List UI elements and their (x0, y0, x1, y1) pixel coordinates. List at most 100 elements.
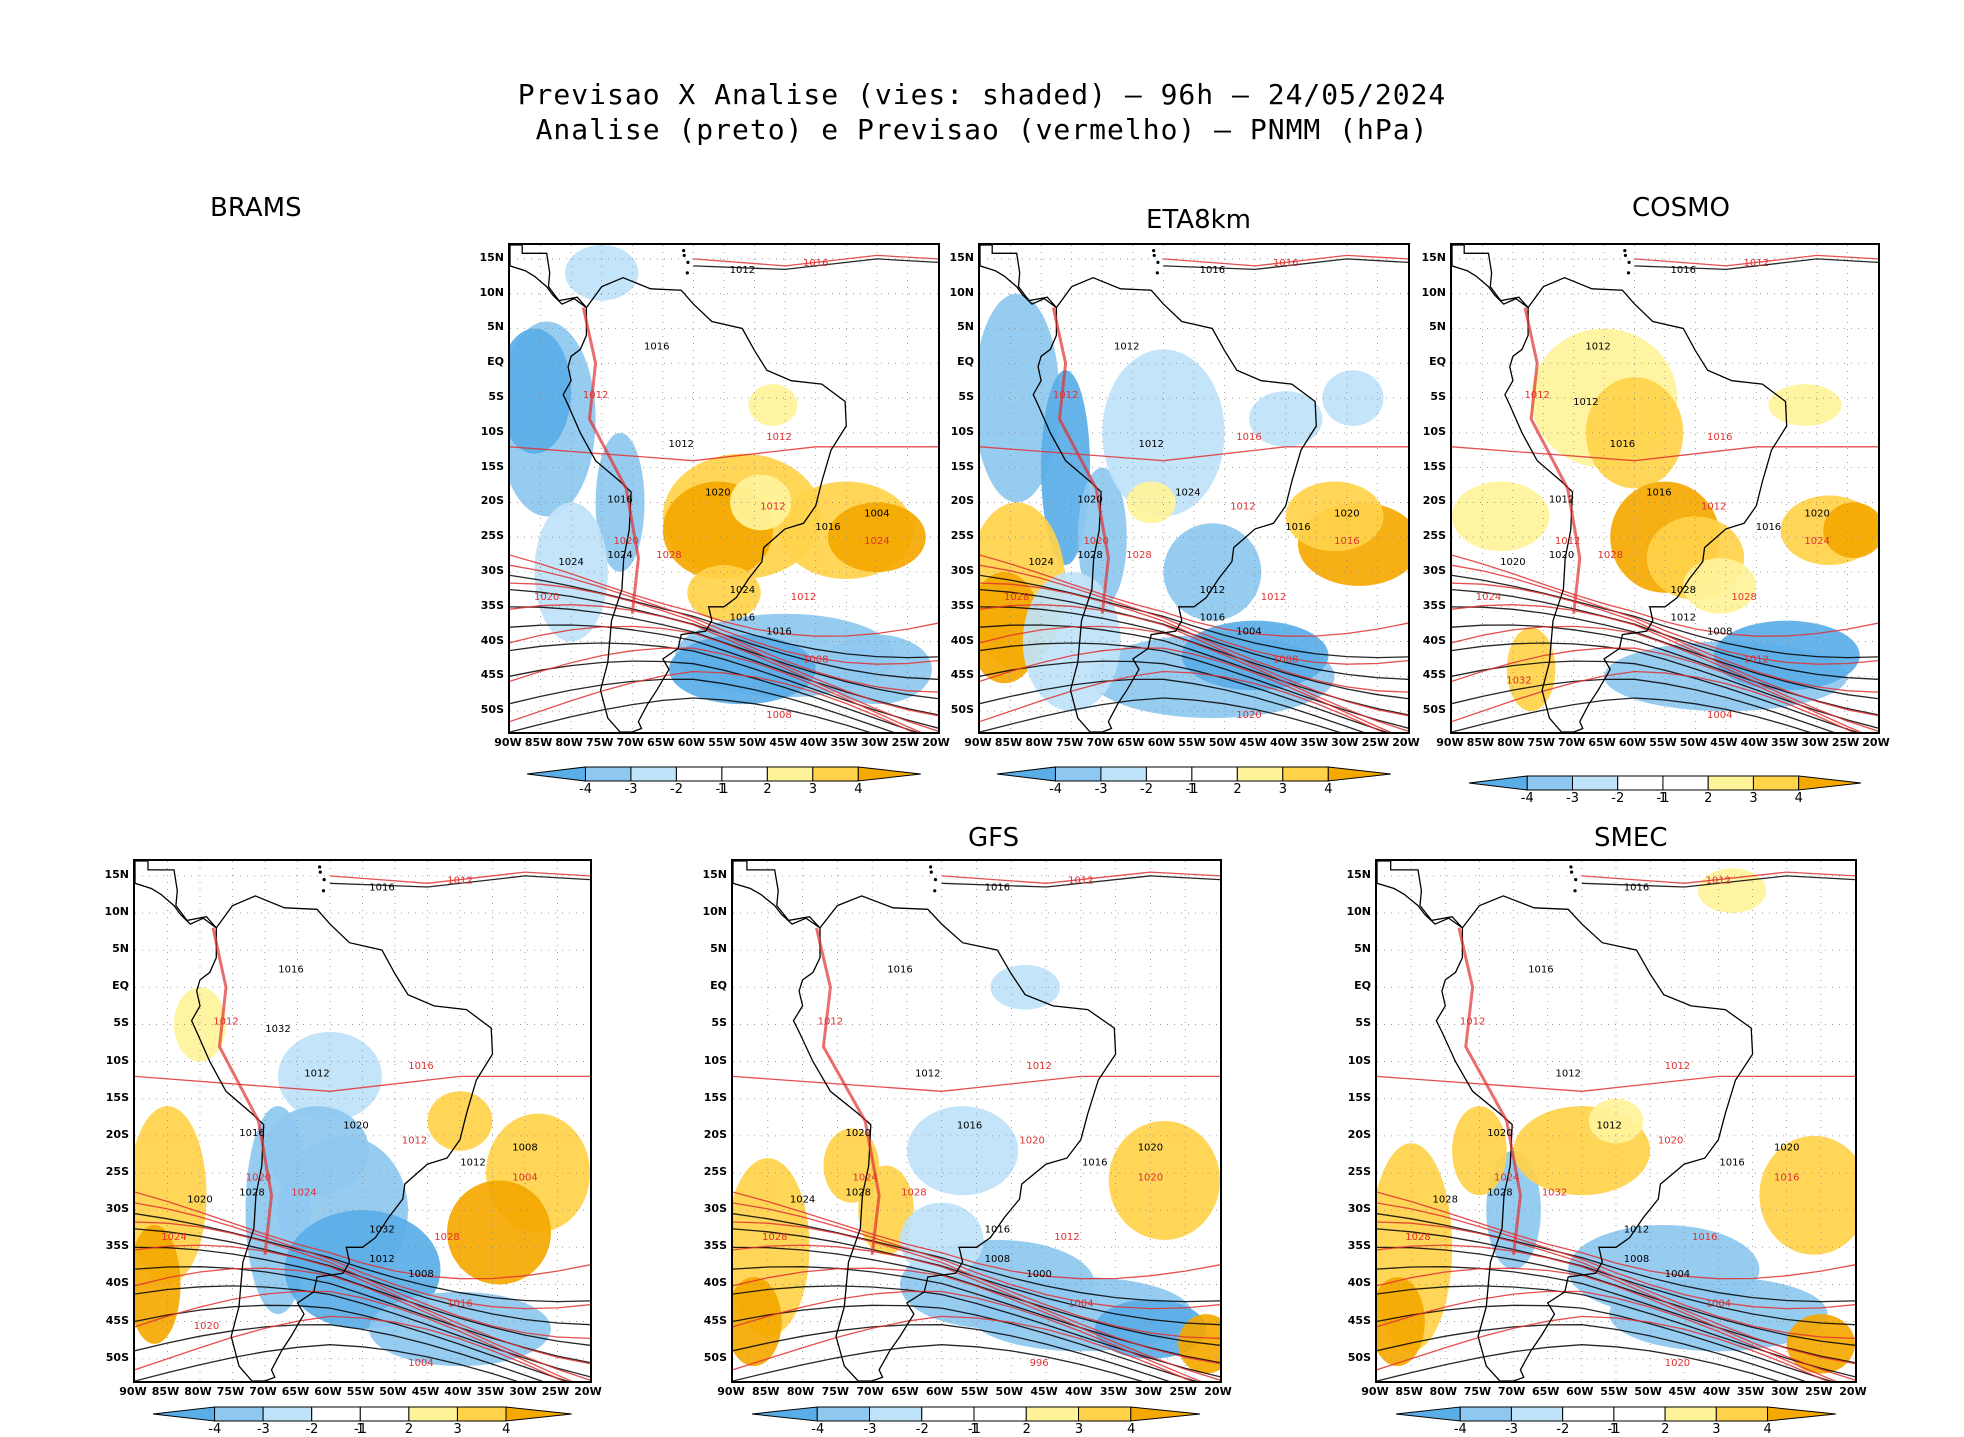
lat-label: 15N (949, 250, 974, 264)
colorbar-tick: 2 (1022, 1422, 1031, 1437)
colorbar-bin-pos2 (766, 766, 814, 782)
isobar-label: 1012 (1549, 494, 1574, 505)
forecast-isobar (510, 582, 938, 693)
isobar-label: 1020 (1334, 508, 1359, 519)
forecast-isobar (733, 1267, 1220, 1381)
lon-label: 80W (1497, 736, 1525, 749)
forecast-isobar (1581, 871, 1855, 884)
isobar-label: 1012 (1054, 1232, 1079, 1243)
lon-label: 60W (1618, 736, 1647, 749)
isobar-label: 1024 (1476, 592, 1501, 603)
lat-label: 40S (480, 633, 504, 647)
isobar-label: 1008 (766, 710, 791, 721)
isobar-label: 1000 (1026, 1269, 1051, 1280)
lon-label: 50W (1634, 1385, 1662, 1398)
south-america-coastline (1435, 895, 1754, 1381)
colorbar-bin-pos1 (359, 1406, 410, 1422)
forecast-isobar (510, 647, 922, 732)
colorbar-bin-pos3 (457, 1406, 507, 1422)
isobar-label: 1012 (730, 265, 755, 276)
colorbar-tick: 1 (1609, 1422, 1619, 1437)
bias-shade-pos4 (827, 502, 926, 572)
lon-label: 50W (1679, 736, 1708, 749)
bias-shade-neg2 (906, 1106, 1019, 1196)
colorbar-tick: -1 (354, 1422, 367, 1437)
lat-label: 10S (950, 424, 974, 438)
isobar-label: 1012 (304, 1068, 329, 1079)
lon-label: 80W (555, 736, 583, 749)
island-marker (1570, 870, 1574, 874)
analysis-isobar (733, 1246, 1220, 1346)
colorbar (527, 766, 921, 782)
lon-label: 75W (1055, 736, 1084, 749)
isobar-label: 1008 (408, 1269, 433, 1280)
forecast-isobar (980, 647, 1392, 732)
lon-label: 75W (216, 1385, 245, 1398)
forecast-isobar (1452, 582, 1878, 693)
isobar-label: 1016 (1692, 1232, 1717, 1243)
colorbar-tick: -2 (1556, 1422, 1570, 1437)
isobar-label: 1020 (613, 536, 638, 547)
lat-label: 10N (104, 905, 129, 918)
forecast-isobar (1377, 1075, 1855, 1092)
forecast-isobar (329, 871, 590, 884)
isobar-label: 1012 (1573, 397, 1598, 408)
colorbar-bin-neg4 (1396, 1406, 1461, 1422)
colorbar-tick: 3 (1074, 1422, 1084, 1437)
island-marker (1623, 253, 1628, 258)
lon-label: 25W (891, 736, 920, 749)
isobar-label: 1016 (1610, 439, 1635, 450)
lat-label: 5S (1355, 1016, 1371, 1030)
lat-label: 20S (1347, 1127, 1371, 1141)
island-marker (1569, 865, 1573, 869)
map-frame: 1016 1012 1016 1012 1012 1012 1016 1020 1020 1024… (731, 859, 1222, 1383)
lat-label: 35S (105, 1239, 129, 1253)
island-marker (1623, 248, 1627, 253)
analysis-isobar (1452, 574, 1878, 659)
isobar-label: 1024 (864, 536, 889, 547)
colorbar-tick: -4 (1049, 782, 1063, 797)
forecast-isobar (135, 1315, 565, 1381)
analysis-isobar (1452, 642, 1878, 729)
lat-label: 45S (1347, 1313, 1371, 1327)
colorbar-tick: 3 (453, 1422, 462, 1437)
analysis-isobar (1377, 1344, 1780, 1381)
andes-forecast-contours (1051, 307, 1110, 614)
analysis-isobar (135, 1304, 569, 1381)
lat-label: 30S (1422, 563, 1446, 577)
title-line-2: Analise (preto) e Previsao (vermelho) – … (535, 113, 1429, 146)
lat-label: 35S (1347, 1239, 1371, 1253)
lat-label: 40S (105, 1276, 129, 1290)
analysis-isobar (135, 1246, 590, 1346)
island-marker (933, 877, 938, 882)
colorbar-tick: 2 (763, 782, 772, 797)
analysis-isobar (980, 660, 1389, 732)
analysis-isobar (1452, 606, 1878, 700)
lat-label: 30S (1347, 1202, 1371, 1216)
lon-label: 30W (1770, 1385, 1799, 1398)
isobar-label: 1008 (1273, 654, 1298, 665)
isobar-label: 1028 (239, 1187, 264, 1198)
lat-label: EQ (1429, 355, 1446, 369)
colorbar-tick: 3 (1712, 1422, 1721, 1437)
analysis-isobar (510, 678, 895, 732)
isobar-label: 1012 (460, 1158, 485, 1169)
lon-label: 25W (1361, 736, 1390, 749)
map-frame: 1016 1012 1016 1012 1012 1012 1016 1020 1020 1024… (1375, 859, 1857, 1383)
lat-label: EQ (957, 355, 974, 369)
lon-label: 35W (1099, 1385, 1128, 1398)
forecast-isobar (733, 1221, 1220, 1340)
isobar-label: 1016 (1200, 613, 1225, 624)
forecast-isobar (733, 1315, 1193, 1381)
bias-shade-pos2 (1683, 558, 1757, 614)
isobar-label: 1020 (1774, 1143, 1799, 1154)
andes-forecast-contours (581, 307, 640, 614)
forecast-isobar (135, 1290, 573, 1381)
bias-shade-neg2 (565, 245, 639, 301)
colorbar (752, 1406, 1201, 1422)
forecast-isobar (510, 564, 938, 665)
forecast-isobar (135, 1221, 590, 1340)
forecast-isobar (980, 446, 1408, 462)
lat-label: 20S (105, 1127, 129, 1141)
colorbar-tick: -4 (1520, 791, 1534, 806)
